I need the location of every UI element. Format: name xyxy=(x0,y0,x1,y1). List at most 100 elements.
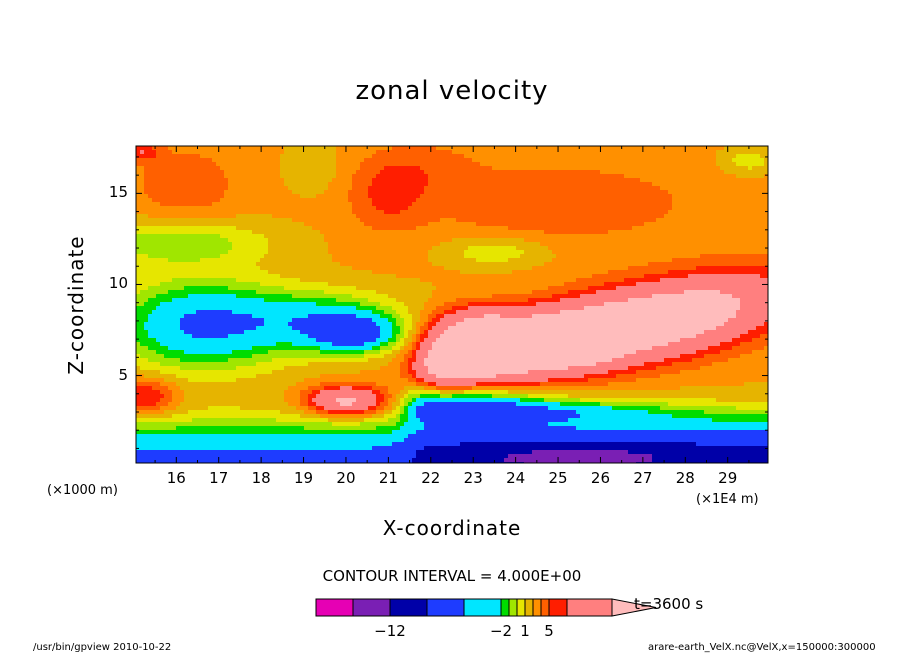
contour-cell xyxy=(420,150,425,155)
contour-cell xyxy=(348,194,353,199)
contour-cell xyxy=(520,202,525,207)
contour-cell xyxy=(380,178,385,183)
contour-cell xyxy=(364,254,369,259)
contour-cell xyxy=(492,190,497,195)
contour-cell xyxy=(664,242,669,247)
contour-cell xyxy=(528,162,533,167)
contour-cell xyxy=(420,162,425,167)
contour-cell xyxy=(608,214,613,219)
contour-cell xyxy=(340,174,345,179)
contour-cell xyxy=(524,218,529,223)
contour-cell xyxy=(200,174,205,179)
contour-cell xyxy=(532,238,537,243)
contour-cell xyxy=(424,206,429,211)
contour-cell xyxy=(608,230,613,235)
contour-cell xyxy=(316,194,321,199)
contour-cell xyxy=(248,154,253,159)
contour-cell xyxy=(520,158,525,163)
contour-cell xyxy=(216,234,221,239)
contour-cell xyxy=(380,270,385,275)
contour-cell xyxy=(476,234,481,239)
contour-cell xyxy=(148,166,153,171)
contour-cell xyxy=(680,234,685,239)
contour-cell xyxy=(424,210,429,215)
contour-cell xyxy=(364,238,369,243)
contour-cell xyxy=(264,202,269,207)
contour-cell xyxy=(252,234,257,239)
contour-cell xyxy=(696,178,701,183)
contour-cell xyxy=(292,214,297,219)
contour-cell xyxy=(256,170,261,175)
contour-cell xyxy=(568,262,573,267)
contour-cell xyxy=(752,246,757,251)
contour-cell xyxy=(504,194,509,199)
contour-cell xyxy=(632,178,637,183)
contour-cell xyxy=(400,158,405,163)
contour-cell xyxy=(528,166,533,171)
contour-cell xyxy=(212,154,217,159)
contour-cell xyxy=(240,186,245,191)
contour-cell xyxy=(512,166,517,171)
contour-cell xyxy=(612,146,617,151)
contour-cell xyxy=(204,218,209,223)
contour-cell xyxy=(544,218,549,223)
contour-cell xyxy=(180,166,185,171)
contour-cell xyxy=(184,242,189,247)
contour-cell xyxy=(448,198,453,203)
contour-cell xyxy=(608,262,613,267)
contour-cell xyxy=(348,262,353,267)
contour-cell xyxy=(192,250,197,255)
contour-cell xyxy=(400,194,405,199)
contour-cell xyxy=(680,190,685,195)
contour-cell xyxy=(736,198,741,203)
contour-cell xyxy=(144,230,149,235)
contour-cell xyxy=(572,266,577,271)
contour-cell xyxy=(348,202,353,207)
contour-cell xyxy=(336,210,341,215)
contour-cell xyxy=(380,210,385,215)
contour-cell xyxy=(188,174,193,179)
contour-cell xyxy=(712,178,717,183)
contour-cell xyxy=(352,218,357,223)
contour-cell xyxy=(516,194,521,199)
contour-cell xyxy=(708,230,713,235)
contour-cell xyxy=(264,234,269,239)
contour-cell xyxy=(368,150,373,155)
contour-cell xyxy=(212,218,217,223)
contour-cell xyxy=(304,158,309,163)
contour-cell xyxy=(316,250,321,255)
contour-cell xyxy=(536,226,541,231)
contour-cell xyxy=(252,182,257,187)
contour-cell xyxy=(192,258,197,263)
contour-cell xyxy=(644,150,649,155)
contour-cell xyxy=(396,198,401,203)
contour-cell xyxy=(284,162,289,167)
contour-cell xyxy=(160,158,165,163)
contour-cell xyxy=(408,158,413,163)
contour-cell xyxy=(312,266,317,271)
contour-cell xyxy=(460,218,465,223)
contour-cell xyxy=(764,198,768,203)
contour-cell xyxy=(332,226,337,231)
contour-cell xyxy=(376,230,381,235)
contour-cell xyxy=(516,250,521,255)
contour-cell xyxy=(656,214,661,219)
contour-cell xyxy=(476,226,481,231)
contour-cell xyxy=(292,158,297,163)
contour-cell xyxy=(352,202,357,207)
contour-cell xyxy=(680,230,685,235)
contour-cell xyxy=(484,210,489,215)
contour-cell xyxy=(256,226,261,231)
contour-cell xyxy=(508,266,513,271)
contour-cell xyxy=(204,186,209,191)
contour-cell xyxy=(300,258,305,263)
contour-cell xyxy=(716,146,721,151)
contour-cell xyxy=(668,170,673,175)
contour-cell xyxy=(244,170,249,175)
contour-cell xyxy=(484,166,489,171)
contour-cell xyxy=(436,238,441,243)
contour-cell xyxy=(296,238,301,243)
contour-cell xyxy=(648,202,653,207)
contour-cell xyxy=(532,158,537,163)
contour-cell xyxy=(636,214,641,219)
